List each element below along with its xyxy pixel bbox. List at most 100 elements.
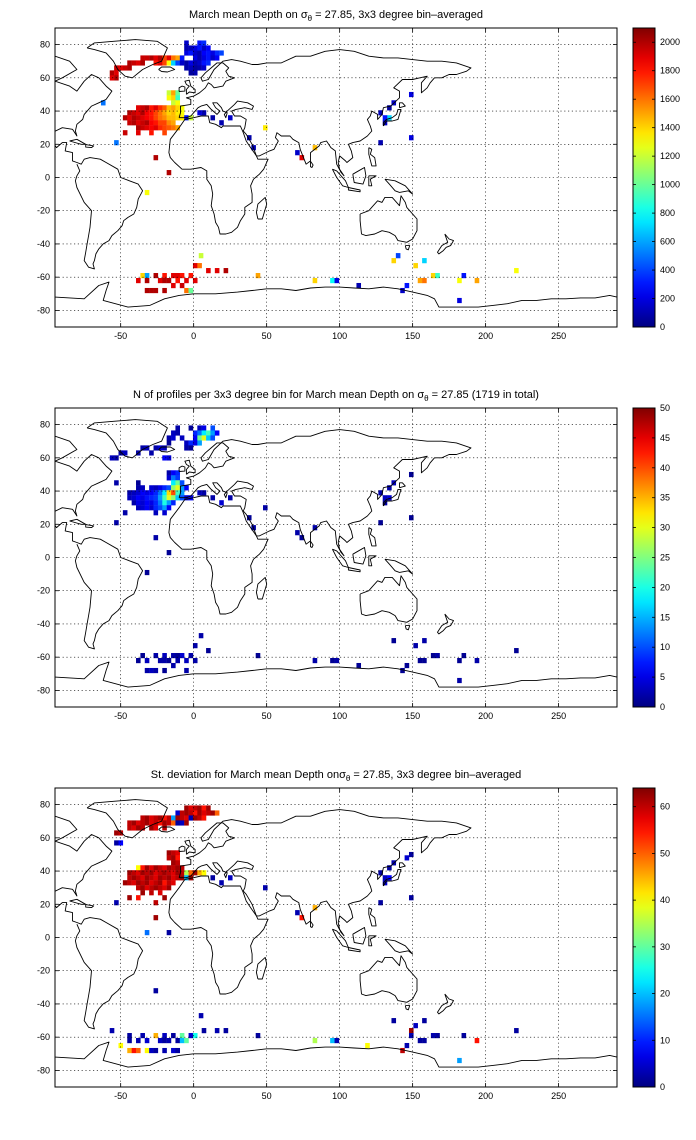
data-cell	[140, 125, 145, 131]
data-cell	[127, 115, 132, 121]
data-cell	[299, 535, 305, 541]
data-cell	[179, 110, 185, 116]
data-cell	[201, 50, 207, 56]
data-cell	[179, 273, 185, 279]
data-cell	[162, 885, 167, 891]
coastline	[168, 115, 269, 235]
data-cell	[140, 500, 145, 506]
data-cell	[408, 1033, 414, 1039]
y-tick-label: 60	[40, 453, 50, 463]
x-tick-label: 200	[478, 711, 493, 721]
x-tick-label: 0	[191, 1091, 196, 1101]
panel-std-deviation: St. deviation for March mean Depth onσθ …	[0, 760, 696, 1140]
colorbar-tick-label: 0	[660, 1082, 665, 1092]
coastline	[255, 956, 268, 980]
data-cell	[184, 60, 189, 66]
data-cell	[422, 1018, 427, 1024]
data-cell	[514, 268, 519, 274]
data-cell	[140, 55, 145, 61]
data-cell	[166, 470, 172, 476]
data-cell	[162, 60, 167, 66]
data-cell	[408, 135, 414, 141]
data-cell	[153, 105, 159, 111]
data-cell	[144, 820, 150, 826]
data-cell	[295, 910, 300, 916]
data-cell	[201, 60, 207, 66]
data-cell	[188, 1033, 194, 1039]
data-cell	[435, 1033, 440, 1039]
data-cell	[179, 435, 185, 441]
data-cell	[175, 820, 181, 826]
x-tick-label: 100	[332, 331, 347, 341]
data-cell	[188, 445, 194, 451]
data-cell	[219, 500, 224, 506]
data-cell	[192, 278, 198, 284]
data-cell	[171, 55, 176, 61]
coastline	[55, 661, 617, 688]
data-cell	[127, 495, 132, 501]
data-cell	[206, 60, 211, 66]
data-cell	[175, 653, 181, 659]
coastline	[352, 547, 367, 565]
data-cell	[214, 55, 220, 61]
data-cell	[136, 495, 141, 501]
coastline	[178, 85, 186, 92]
data-cell	[197, 60, 202, 66]
data-cell	[127, 820, 132, 826]
coastline	[399, 482, 406, 489]
data-cell	[175, 90, 181, 96]
data-cell	[157, 880, 163, 886]
data-cell	[312, 1038, 318, 1044]
data-cell	[166, 278, 172, 284]
data-cell	[184, 658, 189, 664]
colorbar-tick-label: 40	[660, 463, 670, 473]
chart-title: March mean Depth on σθ = 27.85, 3x3 degr…	[189, 9, 483, 23]
data-cell	[149, 880, 154, 886]
data-cell	[400, 667, 405, 674]
data-cell	[157, 820, 163, 826]
data-cell	[144, 110, 150, 116]
colorbar-tick-label: 800	[660, 208, 675, 218]
data-cell	[184, 45, 189, 51]
data-cell	[197, 815, 202, 821]
data-cell	[136, 870, 141, 876]
data-cell	[430, 1033, 436, 1039]
x-tick-label: 150	[405, 331, 420, 341]
data-cell	[122, 115, 128, 121]
coastline	[310, 920, 314, 928]
data-cell	[197, 40, 202, 46]
data-cell	[144, 930, 150, 936]
coastline	[55, 435, 144, 650]
data-cell	[166, 125, 172, 131]
data-cell	[210, 875, 216, 881]
data-cell	[171, 125, 176, 131]
data-cell	[422, 278, 427, 284]
x-tick-label: 50	[262, 331, 272, 341]
data-cell	[171, 60, 176, 66]
y-tick-label: -60	[37, 272, 50, 282]
data-cell	[175, 870, 181, 876]
data-cell	[136, 500, 141, 506]
data-cell	[179, 485, 185, 491]
data-cell	[144, 667, 150, 674]
data-cell	[179, 282, 185, 289]
data-cell	[408, 471, 414, 478]
data-cell	[140, 490, 145, 496]
colorbar-tick-label: 10	[660, 1035, 670, 1045]
data-cell	[192, 805, 198, 811]
x-tick-label: -50	[114, 711, 127, 721]
coastline	[158, 446, 176, 453]
data-cell	[179, 865, 185, 871]
data-cell	[166, 885, 172, 891]
x-tick-label: -50	[114, 331, 127, 341]
data-cell	[201, 430, 207, 436]
coastline	[368, 907, 377, 927]
data-cell	[136, 60, 141, 66]
data-cell	[179, 1033, 185, 1039]
data-cell	[192, 45, 198, 51]
data-cell	[210, 495, 216, 501]
data-cell	[166, 850, 172, 856]
coastline	[158, 826, 176, 833]
colorbar	[632, 407, 656, 708]
y-tick-label: 40	[40, 486, 50, 496]
